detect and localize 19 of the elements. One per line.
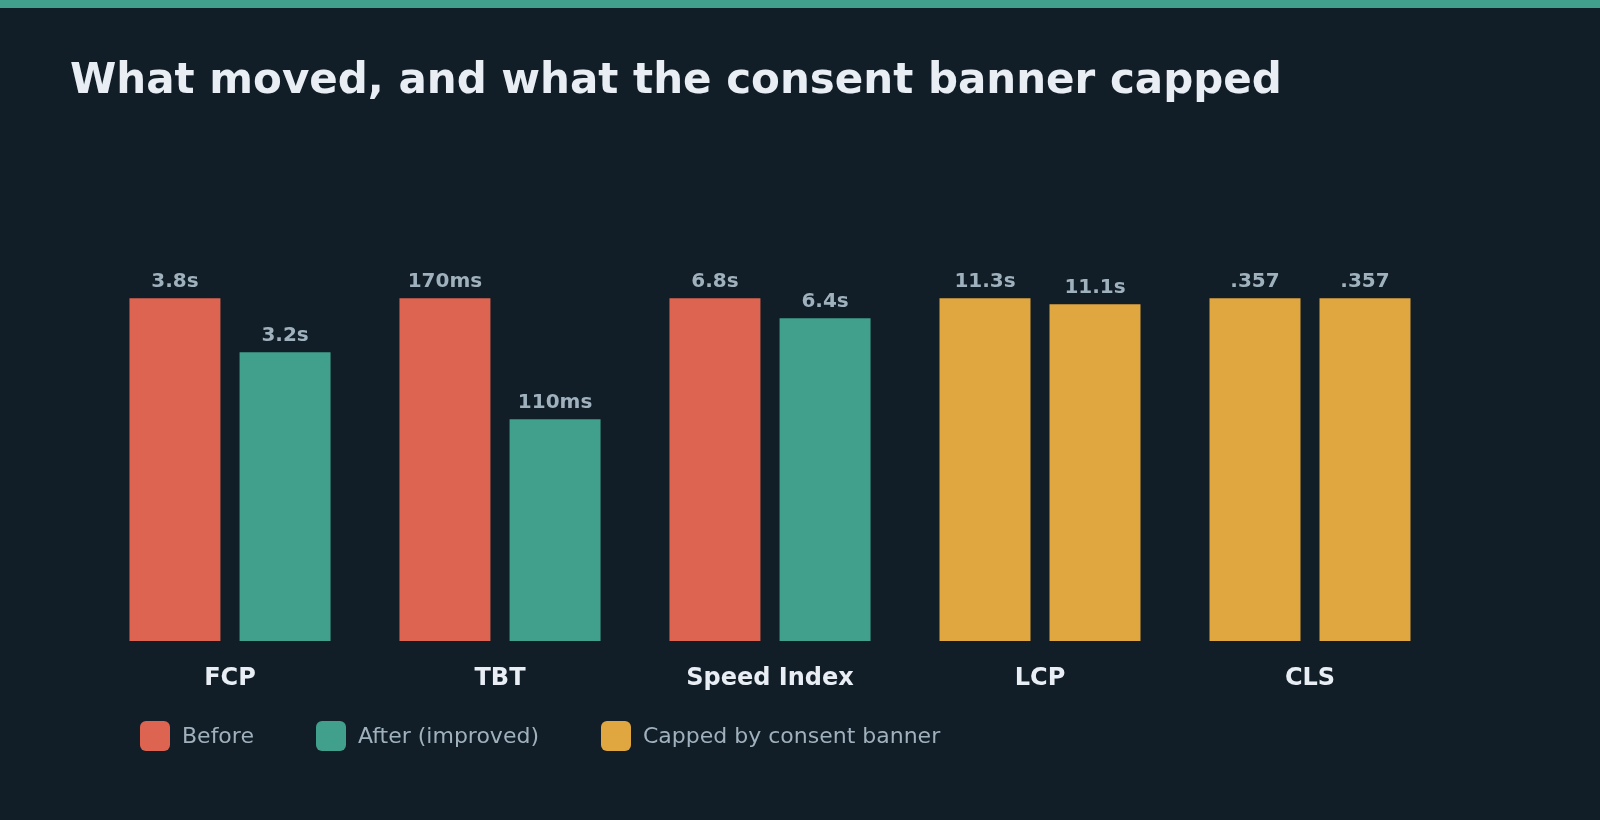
data-label: 11.1s: [1064, 274, 1126, 299]
data-label: .357: [1340, 268, 1390, 293]
x-axis-title: TBT: [474, 663, 527, 691]
x-axis-title: CLS: [1284, 663, 1336, 691]
data-label: 3.8s: [151, 268, 199, 293]
x-axis-title: FCP: [204, 663, 256, 691]
data-label: 170ms: [407, 268, 483, 293]
text: What moved, and what the consent banner capped: [70, 54, 1282, 104]
data-label: 110ms: [517, 389, 593, 414]
legend-label: After (improved): [357, 722, 539, 750]
legend-label: Capped by consent banner: [642, 722, 941, 750]
x-axis-title: Speed Index: [686, 663, 855, 691]
legend-label: Before: [182, 722, 254, 750]
data-label: 3.2s: [261, 322, 309, 347]
data-label: 11.3s: [954, 268, 1016, 293]
data-label: .357: [1230, 268, 1280, 293]
data-label: 6.4s: [801, 288, 849, 313]
x-axis-title: LCP: [1014, 663, 1066, 691]
data-label: 6.8s: [691, 268, 739, 293]
